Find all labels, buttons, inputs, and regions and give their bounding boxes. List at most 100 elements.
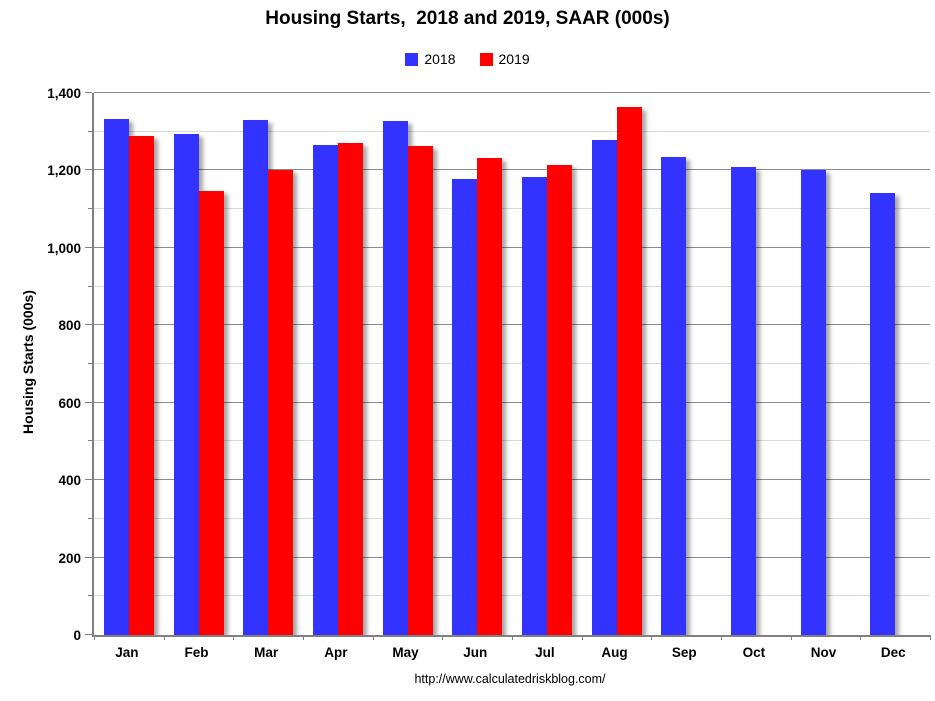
legend-label-2019: 2019 <box>498 51 530 67</box>
bar-group-Apr <box>303 93 373 635</box>
x-label-Feb: Feb <box>184 645 209 660</box>
x-tick-9 <box>721 635 722 640</box>
major-gridline-800 <box>94 324 930 326</box>
minor-gridline-1300 <box>94 130 930 132</box>
x-tick-10 <box>790 635 792 640</box>
y-tick-1300 <box>88 130 92 132</box>
x-label-Jul: Jul <box>535 645 555 660</box>
x-tick-11 <box>860 635 862 640</box>
bar-pair-May <box>382 93 433 635</box>
y-tick-700 <box>88 363 92 364</box>
y-tick-label-200: 200 <box>58 550 81 566</box>
y-tick-500 <box>88 440 92 442</box>
y-tick-100 <box>88 595 92 597</box>
bar-group-Dec <box>860 93 930 635</box>
legend-swatch-2019-icon <box>479 52 493 66</box>
legend-item-2018: 2018 <box>405 51 456 67</box>
bar-2019-Jul <box>546 165 572 635</box>
bar-2018-Apr <box>312 144 338 635</box>
y-tick-1400 <box>85 92 92 93</box>
y-tick-300 <box>88 517 92 519</box>
major-gridline-1400 <box>94 92 930 93</box>
bar-2018-Oct <box>730 166 756 635</box>
x-tick-5 <box>442 635 444 640</box>
bar-2018-Dec <box>870 192 896 635</box>
x-tick-7 <box>581 635 583 640</box>
legend-swatch-2018-icon <box>405 52 419 66</box>
minor-gridline-900 <box>94 285 930 287</box>
minor-gridline-1100 <box>94 208 930 210</box>
bar-2018-Sep <box>661 156 687 635</box>
bar-2018-Nov <box>800 170 826 635</box>
y-tick-label-600: 600 <box>58 395 81 411</box>
y-axis-title: Housing Starts (000s) <box>20 290 36 434</box>
minor-gridline-100 <box>94 595 930 597</box>
y-tick-label-400: 400 <box>58 473 81 489</box>
major-gridline-200 <box>94 556 930 558</box>
x-label-Oct: Oct <box>742 645 766 660</box>
minor-gridline-300 <box>94 517 930 519</box>
bar-group-Feb <box>164 93 234 635</box>
bar-2019-Apr <box>337 143 363 635</box>
bar-2018-Mar <box>243 120 269 635</box>
chart-title: Housing Starts, 2018 and 2019, SAAR (000… <box>265 8 670 29</box>
bar-2018-Jun <box>452 179 478 635</box>
x-tick-3 <box>303 635 304 640</box>
bar-group-Jan <box>94 93 164 635</box>
bar-2019-Aug <box>616 106 642 635</box>
bar-2018-Feb <box>173 133 199 635</box>
x-label-May: May <box>392 645 419 660</box>
bar-pair-Feb <box>173 93 224 635</box>
x-label-Aug: Aug <box>601 645 628 660</box>
bar-pair-Dec <box>870 93 920 635</box>
bar-2018-Jul <box>521 177 547 635</box>
x-tick-6 <box>512 635 513 640</box>
bar-2019-Feb <box>198 190 224 635</box>
x-label-Jan: Jan <box>115 645 139 660</box>
bar-2019-Mar <box>268 170 294 635</box>
bar-group-Oct <box>721 93 791 635</box>
y-tick-800 <box>85 324 92 326</box>
bar-group-Jul <box>512 93 582 635</box>
bar-pair-Nov <box>800 93 851 635</box>
bar-pair-Jul <box>521 93 572 635</box>
bar-2019-Jan <box>128 135 154 635</box>
minor-gridline-500 <box>94 440 930 442</box>
x-tick-1 <box>163 635 165 640</box>
y-tick-label-800: 800 <box>58 318 81 334</box>
bar-pair-Jan <box>103 93 154 635</box>
x-label-Nov: Nov <box>810 645 837 660</box>
bar-pair-Oct <box>730 93 781 635</box>
plot-area: 0 200 400 600 800 1,000 1,200 1,400 <box>47 86 931 643</box>
y-tick-label-0: 0 <box>73 628 81 643</box>
bar-group-Mar <box>233 93 303 635</box>
y-tick-600 <box>85 401 92 403</box>
x-label-Apr: Apr <box>324 645 348 660</box>
y-tick-label-1200: 1,200 <box>47 163 81 179</box>
bar-2019-Jun <box>477 158 503 635</box>
y-tick-1200 <box>85 169 92 171</box>
x-label-Sep: Sep <box>671 645 697 660</box>
y-tick-900 <box>88 285 92 287</box>
y-tick-200 <box>85 556 92 558</box>
bar-pair-Sep <box>661 93 711 635</box>
bar-pair-Jun <box>452 93 503 635</box>
legend-label-2018: 2018 <box>424 51 456 67</box>
major-gridline-400 <box>94 479 930 481</box>
bar-pair-Apr <box>312 93 363 635</box>
major-gridline-600 <box>94 401 930 403</box>
bar-2019-May <box>407 146 433 635</box>
bar-pair-Aug <box>591 93 642 635</box>
y-tick-400 <box>85 479 92 481</box>
bar-group-Sep <box>651 93 721 635</box>
x-tick-0 <box>94 635 95 640</box>
major-gridline-1000 <box>94 246 930 248</box>
chart-legend: 2018 2019 <box>0 51 935 67</box>
bar-group-Aug <box>582 93 652 635</box>
x-tick-4 <box>372 635 374 640</box>
bar-2018-Jan <box>103 118 129 635</box>
major-gridline-1200 <box>94 169 930 171</box>
y-tick-label-1400: 1,400 <box>47 86 81 101</box>
bar-2018-Aug <box>591 139 617 635</box>
